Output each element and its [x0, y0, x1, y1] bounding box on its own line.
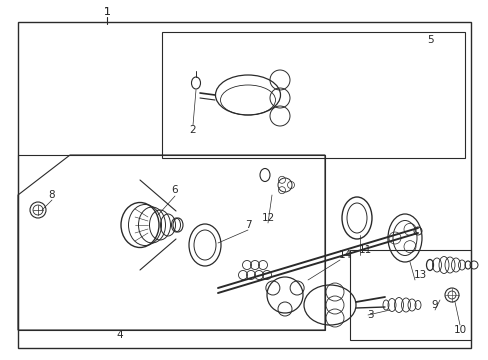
Text: 14: 14 — [338, 250, 351, 260]
Text: 2: 2 — [189, 125, 196, 135]
Text: 8: 8 — [49, 190, 55, 200]
Text: 5: 5 — [426, 35, 432, 45]
Text: 9: 9 — [431, 300, 437, 310]
Text: 10: 10 — [452, 325, 466, 335]
Text: 12: 12 — [261, 213, 274, 223]
Text: 4: 4 — [117, 330, 123, 340]
Text: 7: 7 — [244, 220, 251, 230]
Text: 3: 3 — [366, 310, 372, 320]
Text: 1: 1 — [103, 7, 110, 17]
Text: 6: 6 — [171, 185, 178, 195]
Text: 11: 11 — [358, 245, 371, 255]
Text: 13: 13 — [412, 270, 426, 280]
Text: 1: 1 — [103, 7, 110, 17]
